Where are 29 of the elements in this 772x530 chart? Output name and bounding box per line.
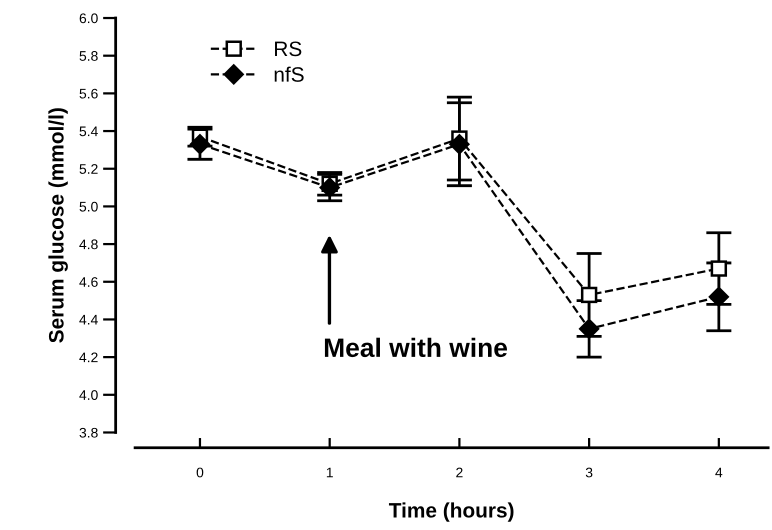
y-tick-label: 4.0	[79, 390, 98, 400]
y-tick-label: 5.4	[80, 126, 98, 136]
y-tick-label: 5.2	[80, 164, 98, 174]
x-tick-label: 1	[326, 468, 333, 478]
y-tick-label: 4.2	[79, 352, 98, 362]
point	[579, 318, 600, 339]
y-tick-label: 4.4	[79, 314, 98, 324]
legend-label: nfS	[274, 66, 304, 82]
point	[580, 286, 598, 304]
y-tick-label: 6.0	[80, 13, 98, 24]
x-tick-label: 3	[586, 468, 592, 478]
y-tick-label: 5.6	[80, 88, 98, 99]
y-tick-label: 5.0	[80, 202, 98, 212]
point	[449, 134, 470, 154]
x-tick-label: 2	[456, 468, 463, 478]
legend-label: RS	[275, 41, 302, 56]
y-axis-title: Serum glucose (mmol/l)	[48, 108, 68, 343]
point	[710, 260, 728, 277]
x-tick-label: 0	[196, 468, 204, 478]
x-tick-label: 4	[715, 468, 722, 478]
point	[708, 286, 729, 307]
annotation: Meal with wine	[324, 338, 508, 358]
y-tick-label: 3.8	[80, 428, 98, 438]
y-tick-label: 5.8	[80, 51, 98, 61]
y-tick-label: 4.6	[79, 277, 98, 287]
point	[190, 134, 210, 154]
x-axis-title: Time (hours)	[388, 502, 514, 522]
y-tick-label: 4.8	[79, 239, 98, 250]
point	[320, 177, 340, 198]
